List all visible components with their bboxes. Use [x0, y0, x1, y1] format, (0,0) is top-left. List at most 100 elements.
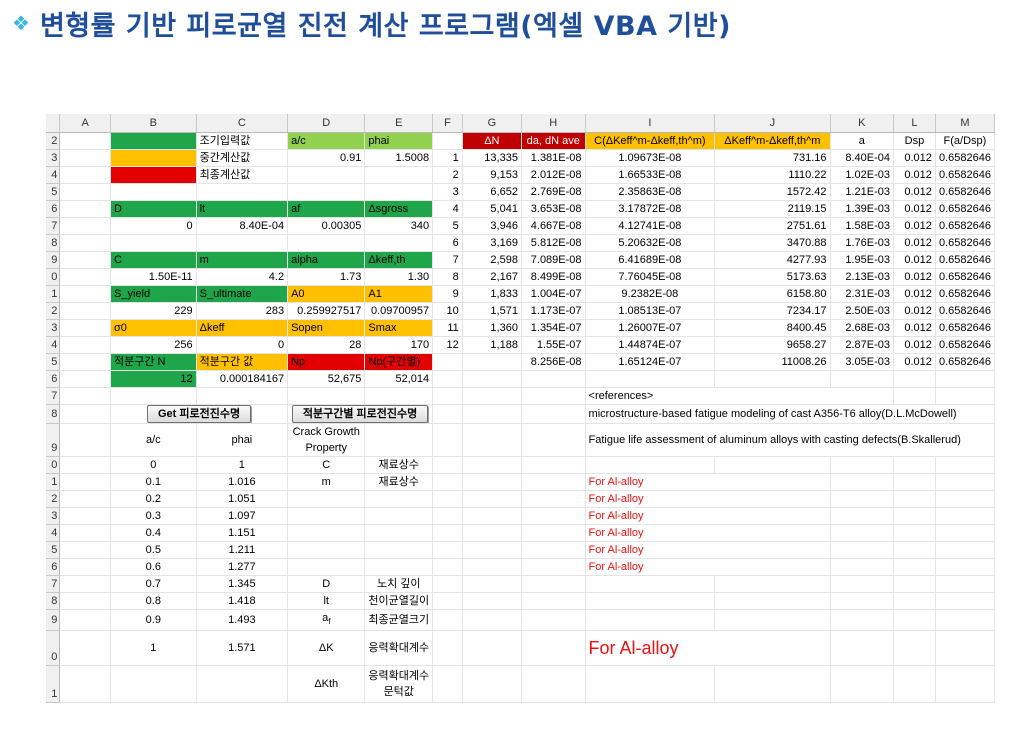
- cell-a[interactable]: 2.13E-03: [830, 268, 895, 286]
- cell[interactable]: [364, 490, 434, 508]
- property-desc[interactable]: 재료상수: [364, 473, 434, 491]
- cell-label-A0[interactable]: A0: [287, 285, 366, 303]
- cell-index[interactable]: 9: [432, 285, 463, 303]
- cell-Dsp[interactable]: 0.012: [893, 149, 936, 167]
- cell[interactable]: [364, 183, 434, 201]
- row-header[interactable]: 2: [46, 132, 61, 150]
- cell-K-term[interactable]: 2119.15: [714, 200, 831, 218]
- lookup-phai[interactable]: 1: [196, 456, 289, 474]
- cell[interactable]: [462, 558, 522, 576]
- cell-label-sigma0[interactable]: σ0: [110, 319, 197, 337]
- cell-Dsp[interactable]: 0.012: [893, 217, 936, 235]
- cell[interactable]: [521, 387, 586, 405]
- cell-a[interactable]: 1.39E-03: [830, 200, 895, 218]
- cell-F[interactable]: 0.6582646: [935, 353, 995, 371]
- cell[interactable]: [521, 473, 586, 491]
- lookup-a-c[interactable]: 0.4: [110, 524, 197, 542]
- cell-dN[interactable]: 3,169: [462, 234, 522, 252]
- column-header[interactable]: A: [59, 114, 112, 133]
- cell[interactable]: [830, 541, 895, 559]
- cell[interactable]: [59, 268, 112, 286]
- cell-dadN[interactable]: 4.667E-08: [521, 217, 586, 235]
- cell[interactable]: [287, 166, 366, 184]
- cell[interactable]: [432, 558, 463, 576]
- cell-value-phai[interactable]: 1.5008: [364, 149, 434, 167]
- cell-index[interactable]: [432, 353, 463, 371]
- cell-index[interactable]: 4: [432, 200, 463, 218]
- cell-dN[interactable]: 1,360: [462, 319, 522, 337]
- cell-a[interactable]: 2.68E-03: [830, 319, 895, 337]
- cell[interactable]: [59, 285, 112, 303]
- cell-dadN[interactable]: 8.256E-08: [521, 353, 586, 371]
- al-alloy-note-large[interactable]: For Al-alloy: [585, 630, 831, 667]
- cell-index[interactable]: 12: [432, 336, 463, 354]
- cell-value-Np[interactable]: 52,675: [287, 370, 366, 388]
- cell-K-term[interactable]: 1572.42: [714, 183, 831, 201]
- cell[interactable]: [521, 592, 586, 610]
- cell[interactable]: [59, 234, 112, 252]
- header-Dsp[interactable]: Dsp: [893, 132, 936, 150]
- cell[interactable]: [714, 370, 831, 388]
- cell[interactable]: [110, 387, 197, 405]
- cell[interactable]: [462, 575, 522, 593]
- cell[interactable]: [462, 456, 522, 474]
- reference-2[interactable]: Fatigue life assessment of aluminum allo…: [585, 423, 995, 457]
- cell[interactable]: [462, 404, 522, 424]
- cell[interactable]: [287, 234, 366, 252]
- cell-a[interactable]: 2.31E-03: [830, 285, 895, 303]
- cell-value-dkeff[interactable]: 0: [196, 336, 289, 354]
- cell-dN[interactable]: [462, 353, 522, 371]
- header-K-term[interactable]: ΔKeff^m-Δkeff,th^m: [714, 132, 831, 150]
- cell[interactable]: [110, 665, 197, 704]
- cell-value-a-c[interactable]: 0.91: [287, 149, 366, 167]
- row-header[interactable]: 4: [46, 524, 61, 542]
- cell-F[interactable]: 0.6582646: [935, 166, 995, 184]
- cell[interactable]: [59, 149, 112, 167]
- cell[interactable]: [714, 592, 831, 610]
- header-dadN[interactable]: da, dN ave: [521, 132, 586, 150]
- lookup-phai[interactable]: 1.051: [196, 490, 289, 508]
- cell[interactable]: [287, 541, 366, 559]
- cell[interactable]: [893, 370, 936, 388]
- lookup-phai[interactable]: 1.571: [196, 630, 289, 667]
- cell-dN[interactable]: 1,571: [462, 302, 522, 320]
- cell-K-term[interactable]: 1110.22: [714, 166, 831, 184]
- cell-index[interactable]: 5: [432, 217, 463, 235]
- get-fatigue-life-button[interactable]: Get 피로전진수명: [146, 405, 252, 423]
- cell-value-C[interactable]: 1.50E-11: [110, 268, 197, 286]
- cell[interactable]: [893, 630, 936, 667]
- cell[interactable]: [893, 665, 936, 704]
- row-header[interactable]: 3: [46, 507, 61, 525]
- cell[interactable]: [830, 370, 895, 388]
- cell[interactable]: [585, 370, 716, 388]
- cell[interactable]: [59, 473, 112, 491]
- cell[interactable]: [893, 387, 936, 405]
- cell-C-term[interactable]: 6.41689E-08: [585, 251, 716, 269]
- cell[interactable]: [521, 609, 586, 632]
- cell-F[interactable]: 0.6582646: [935, 217, 995, 235]
- cell[interactable]: [287, 558, 366, 576]
- cell-dN[interactable]: 3,946: [462, 217, 522, 235]
- cell-F[interactable]: 0.6582646: [935, 251, 995, 269]
- cell-dadN[interactable]: 2.012E-08: [521, 166, 586, 184]
- property-symbol[interactable]: lt: [287, 592, 366, 610]
- cell-dN[interactable]: 9,153: [462, 166, 522, 184]
- cell[interactable]: [432, 609, 463, 632]
- cell-dN[interactable]: 6,652: [462, 183, 522, 201]
- cell-K-term[interactable]: 9658.27: [714, 336, 831, 354]
- cell[interactable]: [110, 234, 197, 252]
- column-header[interactable]: L: [893, 114, 936, 133]
- cell[interactable]: [364, 423, 434, 457]
- cell-value-dsgross[interactable]: 340: [364, 217, 434, 235]
- cell[interactable]: [521, 423, 586, 457]
- cell-a[interactable]: 8.40E-04: [830, 149, 895, 167]
- cell-K-term[interactable]: 8400.45: [714, 319, 831, 337]
- cell[interactable]: [59, 592, 112, 610]
- cell-C-term[interactable]: 1.09673E-08: [585, 149, 716, 167]
- cell-dadN[interactable]: 8.499E-08: [521, 268, 586, 286]
- cell[interactable]: [893, 456, 936, 474]
- cell[interactable]: [59, 456, 112, 474]
- cell-dadN[interactable]: 1.354E-07: [521, 319, 586, 337]
- cell-value-Smax[interactable]: 170: [364, 336, 434, 354]
- cell[interactable]: [287, 387, 366, 405]
